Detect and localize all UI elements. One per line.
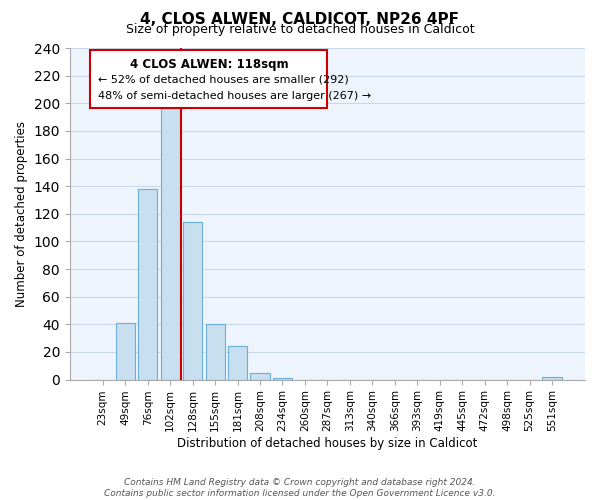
Bar (138, 189, 157, 380)
Text: ← 52% of detached houses are smaller (292): ← 52% of detached houses are smaller (29… (98, 74, 349, 85)
Bar (161, 104, 179, 380)
Bar (228, 346, 247, 380)
Text: Size of property relative to detached houses in Caldicot: Size of property relative to detached ho… (125, 22, 475, 36)
Text: 48% of semi-detached houses are larger (267) →: 48% of semi-detached houses are larger (… (98, 91, 371, 101)
Bar (542, 377, 562, 380)
Text: Contains HM Land Registry data © Crown copyright and database right 2024.
Contai: Contains HM Land Registry data © Crown c… (104, 478, 496, 498)
Text: 4 CLOS ALWEN: 118sqm: 4 CLOS ALWEN: 118sqm (130, 58, 288, 71)
Bar (206, 324, 224, 380)
Y-axis label: Number of detached properties: Number of detached properties (15, 121, 28, 307)
Bar (250, 372, 269, 380)
Bar (183, 222, 202, 380)
X-axis label: Distribution of detached houses by size in Caldicot: Distribution of detached houses by size … (177, 437, 478, 450)
FancyBboxPatch shape (91, 50, 328, 108)
Text: 4, CLOS ALWEN, CALDICOT, NP26 4PF: 4, CLOS ALWEN, CALDICOT, NP26 4PF (140, 12, 460, 28)
Bar (273, 378, 292, 380)
Bar (116, 323, 135, 380)
